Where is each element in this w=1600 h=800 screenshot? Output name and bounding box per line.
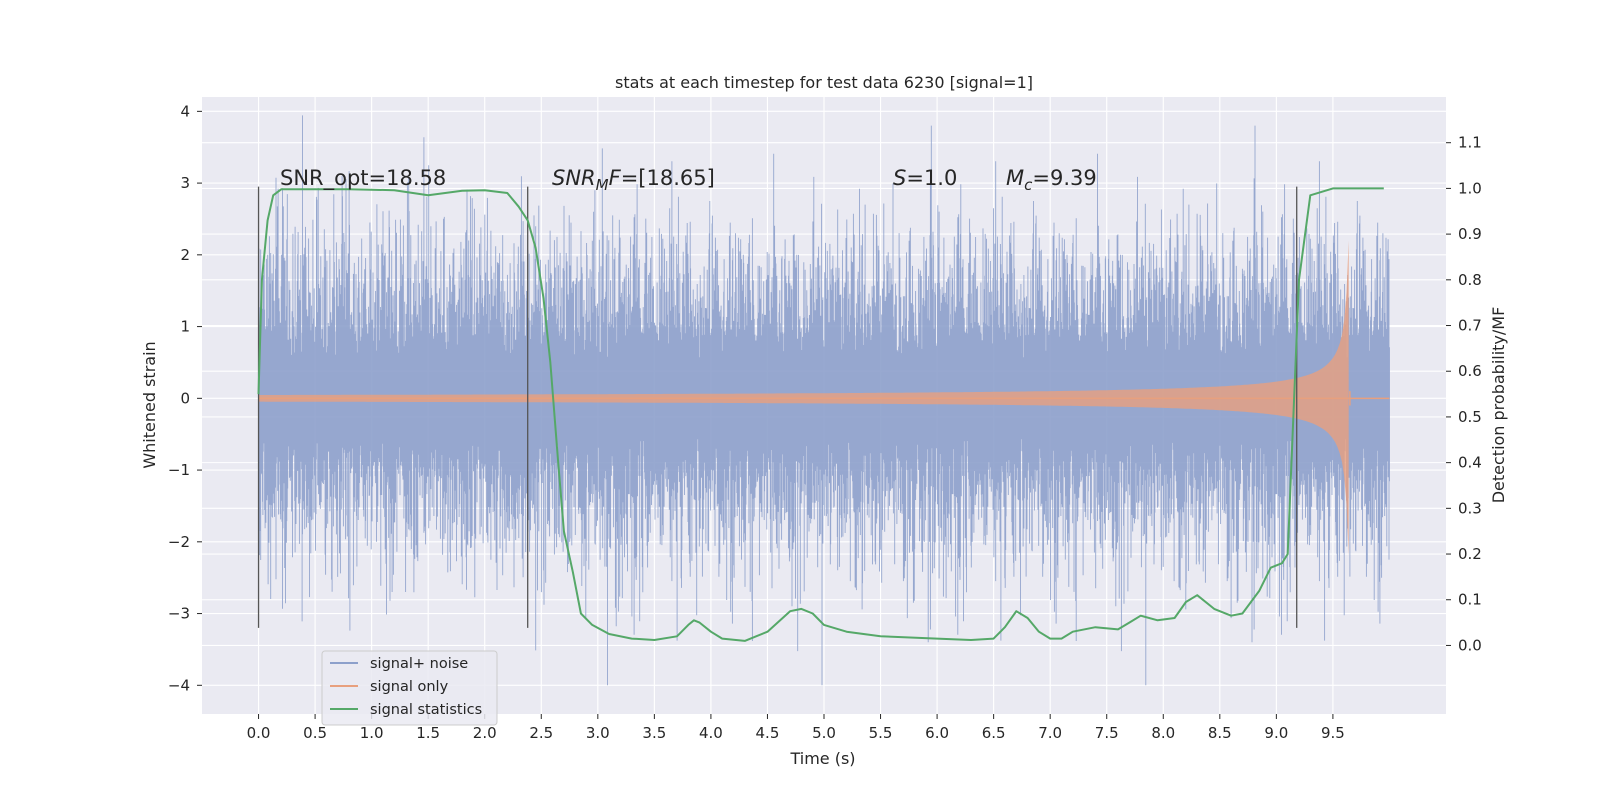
- x-tick-label: 2.5: [529, 724, 553, 742]
- x-tick-label: 9.0: [1264, 724, 1288, 742]
- y-tick-label: 2: [180, 246, 190, 264]
- y2-tick-label: 0.5: [1458, 408, 1482, 426]
- y-tick-label: −1: [168, 461, 190, 479]
- x-tick-label: 6.0: [925, 724, 949, 742]
- y2-tick-label: 0.0: [1458, 636, 1482, 654]
- mc-annotation: Mc=9.39: [1006, 166, 1097, 194]
- x-tick-label: 4.5: [756, 724, 780, 742]
- y-axis-label: Whitened strain: [140, 341, 159, 468]
- detection-markers: [257, 186, 1298, 628]
- axis-ticks: 0.0 0.5 1.0 1.5 2.0 2.5 3.0 3.5 4.0 4.5 5.0 5.5 6.0 6…: [168, 102, 1482, 742]
- x-axis-label: Time (s): [789, 749, 855, 768]
- x-tick-label: 0.5: [303, 724, 327, 742]
- statistics-line: [257, 187, 1384, 642]
- y2-tick-label: 0.7: [1458, 317, 1482, 335]
- x-tick-label: 3.0: [586, 724, 610, 742]
- snr-mf-subscript: M: [596, 176, 609, 194]
- legend-label-noise: signal+ noise: [370, 656, 468, 672]
- legend-box: [321, 650, 498, 726]
- snr-mf-f: F: [609, 166, 622, 190]
- x-tick-label: 1.5: [416, 724, 440, 742]
- x-tick-label: 3.5: [642, 724, 666, 742]
- chart-title: stats at each timestep for test data 623…: [615, 73, 1033, 92]
- y2-tick-label: 0.4: [1458, 454, 1482, 472]
- y2-tick-label: 0.1: [1458, 591, 1482, 609]
- x-tick-label: 7.0: [1038, 724, 1062, 742]
- statistics-series: [257, 187, 1384, 642]
- y2-tick-label: 0.9: [1458, 225, 1482, 243]
- s-symbol: S: [893, 166, 906, 190]
- x-tick-label: 8.5: [1208, 724, 1232, 742]
- y-tick-label: 1: [180, 318, 190, 336]
- y2-tick-label: 0.8: [1458, 271, 1482, 289]
- y2-tick-label: 0.6: [1458, 362, 1482, 380]
- y2-tick-label: 1.0: [1458, 179, 1482, 197]
- x-tick-label: 4.0: [699, 724, 723, 742]
- y-tick-label: −3: [168, 605, 190, 623]
- x-tick-label: 5.5: [869, 724, 893, 742]
- legend-label-statistics: signal statistics: [370, 702, 482, 718]
- mc-symbol: M: [1006, 166, 1024, 190]
- x-tick-label: 7.5: [1095, 724, 1119, 742]
- y-tick-label: 4: [180, 102, 190, 120]
- x-tick-label: 8.0: [1151, 724, 1175, 742]
- y2-tick-label: 1.1: [1458, 134, 1482, 152]
- mc-subscript: c: [1024, 176, 1033, 194]
- x-tick-label: 0.0: [247, 724, 271, 742]
- y-tick-label: −4: [168, 676, 190, 694]
- legend: signal+ noise signal only signal statist…: [321, 650, 498, 726]
- y2-axis-label: Detection probability/MF: [1489, 307, 1508, 504]
- y2-tick-label: 0.2: [1458, 545, 1482, 563]
- snr-mf-annotation: SNRMF=[18.65]: [552, 166, 715, 194]
- snr-opt-annotation: SNR_opt=18.58: [280, 166, 446, 191]
- y-tick-label: 0: [180, 389, 190, 407]
- y-tick-label: −2: [168, 533, 190, 551]
- x-tick-label: 9.5: [1321, 724, 1345, 742]
- chirp-series: [258, 240, 1390, 557]
- y2-tick-label: 0.3: [1458, 499, 1482, 517]
- mc-value: =9.39: [1032, 166, 1096, 190]
- y-tick-label: 3: [180, 174, 190, 192]
- x-tick-label: 1.0: [360, 724, 384, 742]
- snr-mf-value: =[18.65]: [621, 166, 715, 190]
- x-tick-label: 2.0: [473, 724, 497, 742]
- x-tick-label: 6.5: [982, 724, 1006, 742]
- x-tick-label: 5.0: [812, 724, 836, 742]
- snr-mf-symbol: SNR: [552, 166, 596, 190]
- legend-label-signal: signal only: [370, 679, 449, 695]
- s-annotation: S=1.0: [893, 166, 957, 190]
- s-value: =1.0: [906, 166, 957, 190]
